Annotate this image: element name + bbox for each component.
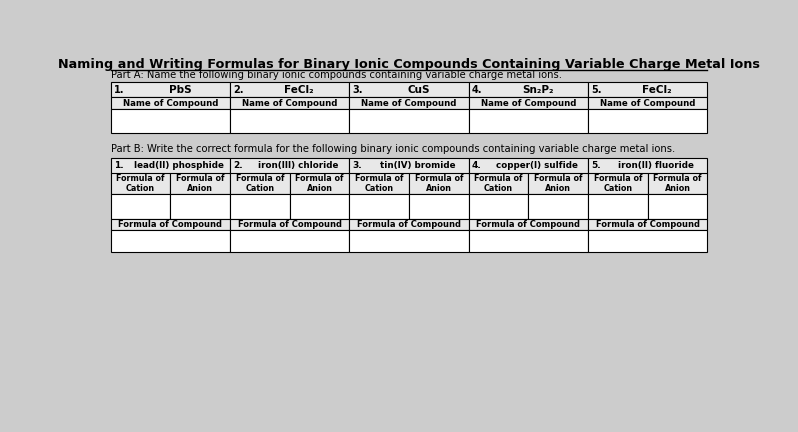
Bar [230, 158, 350, 174]
Bar [230, 194, 290, 219]
Text: 3.: 3. [353, 85, 363, 95]
Bar [468, 97, 588, 109]
Text: Formula of Compound: Formula of Compound [118, 220, 223, 229]
Text: iron(III) chloride: iron(III) chloride [258, 161, 338, 170]
Text: FeCl₂: FeCl₂ [642, 85, 672, 95]
Bar [230, 231, 350, 252]
Text: Formula of
Anion: Formula of Anion [295, 174, 344, 193]
Bar [588, 97, 707, 109]
Bar [588, 109, 707, 133]
Text: 4.: 4. [472, 85, 482, 95]
Text: FeCl₂: FeCl₂ [284, 85, 314, 95]
Text: CuS: CuS [407, 85, 430, 95]
Text: Name of Compound: Name of Compound [123, 98, 218, 108]
Text: Formula of Compound: Formula of Compound [238, 220, 342, 229]
Text: 2.: 2. [233, 161, 243, 170]
Bar [350, 174, 409, 194]
Bar [350, 219, 468, 231]
Bar [588, 194, 648, 219]
Bar [170, 194, 230, 219]
Text: PbS: PbS [168, 85, 192, 95]
Text: Name of Compound: Name of Compound [480, 98, 576, 108]
Text: Formula of Compound: Formula of Compound [357, 220, 461, 229]
Bar [350, 82, 468, 97]
Bar [350, 158, 468, 174]
Bar [290, 174, 350, 194]
Text: 1.: 1. [113, 161, 124, 170]
Bar [111, 194, 170, 219]
Bar [588, 174, 648, 194]
Text: 2.: 2. [233, 85, 243, 95]
Bar [588, 82, 707, 97]
Bar [111, 82, 230, 97]
Bar [648, 174, 707, 194]
Text: tin(IV) bromide: tin(IV) bromide [380, 161, 455, 170]
Text: Sn₂P₂: Sn₂P₂ [522, 85, 554, 95]
Bar [350, 194, 409, 219]
Bar [230, 82, 350, 97]
Bar [468, 194, 528, 219]
Text: Part A: Name the following binary ionic compounds containing variable charge met: Part A: Name the following binary ionic … [111, 70, 562, 80]
Bar [648, 194, 707, 219]
Text: Formula of
Cation: Formula of Cation [355, 174, 403, 193]
Text: 4.: 4. [472, 161, 481, 170]
Text: Formula of
Cation: Formula of Cation [474, 174, 523, 193]
Text: Formula of
Anion: Formula of Anion [534, 174, 583, 193]
Text: 1.: 1. [113, 85, 124, 95]
Bar [111, 97, 230, 109]
Bar [230, 97, 350, 109]
Bar [409, 174, 468, 194]
Bar [230, 219, 350, 231]
Bar [468, 174, 528, 194]
Text: 3.: 3. [353, 161, 362, 170]
Text: Formula of
Cation: Formula of Cation [594, 174, 642, 193]
Bar [111, 231, 230, 252]
Bar [170, 174, 230, 194]
Text: Formula of
Anion: Formula of Anion [654, 174, 701, 193]
Text: Formula of Compound: Formula of Compound [595, 220, 700, 229]
Text: Part B: Write the correct formula for the following binary ionic compounds conta: Part B: Write the correct formula for th… [111, 144, 675, 154]
Text: Formula of Compound: Formula of Compound [476, 220, 580, 229]
Text: Naming and Writing Formulas for Binary Ionic Compounds Containing Variable Charg: Naming and Writing Formulas for Binary I… [58, 57, 760, 71]
Bar [528, 194, 588, 219]
Bar [111, 174, 170, 194]
Bar [111, 219, 230, 231]
Text: 5.: 5. [591, 161, 601, 170]
Bar [528, 174, 588, 194]
Bar [350, 97, 468, 109]
Bar [350, 231, 468, 252]
Bar [290, 194, 350, 219]
Bar [230, 109, 350, 133]
Text: copper(I) sulfide: copper(I) sulfide [496, 161, 578, 170]
Bar [409, 194, 468, 219]
Bar [468, 219, 588, 231]
Bar [588, 158, 707, 174]
Text: Name of Compound: Name of Compound [361, 98, 456, 108]
Bar [111, 109, 230, 133]
Text: lead(II) phosphide: lead(II) phosphide [134, 161, 223, 170]
Bar [468, 158, 588, 174]
Bar [111, 158, 230, 174]
Text: Name of Compound: Name of Compound [242, 98, 338, 108]
Text: Name of Compound: Name of Compound [600, 98, 695, 108]
Text: Formula of
Anion: Formula of Anion [176, 174, 224, 193]
Text: Formula of
Cation: Formula of Cation [235, 174, 284, 193]
Bar [350, 109, 468, 133]
Text: Formula of
Anion: Formula of Anion [415, 174, 463, 193]
Bar [468, 231, 588, 252]
Bar [588, 231, 707, 252]
Text: 5.: 5. [591, 85, 602, 95]
Bar [588, 219, 707, 231]
Bar [230, 174, 290, 194]
Bar [468, 109, 588, 133]
Text: iron(II) fluoride: iron(II) fluoride [618, 161, 694, 170]
Bar [468, 82, 588, 97]
Text: Formula of
Cation: Formula of Cation [117, 174, 164, 193]
